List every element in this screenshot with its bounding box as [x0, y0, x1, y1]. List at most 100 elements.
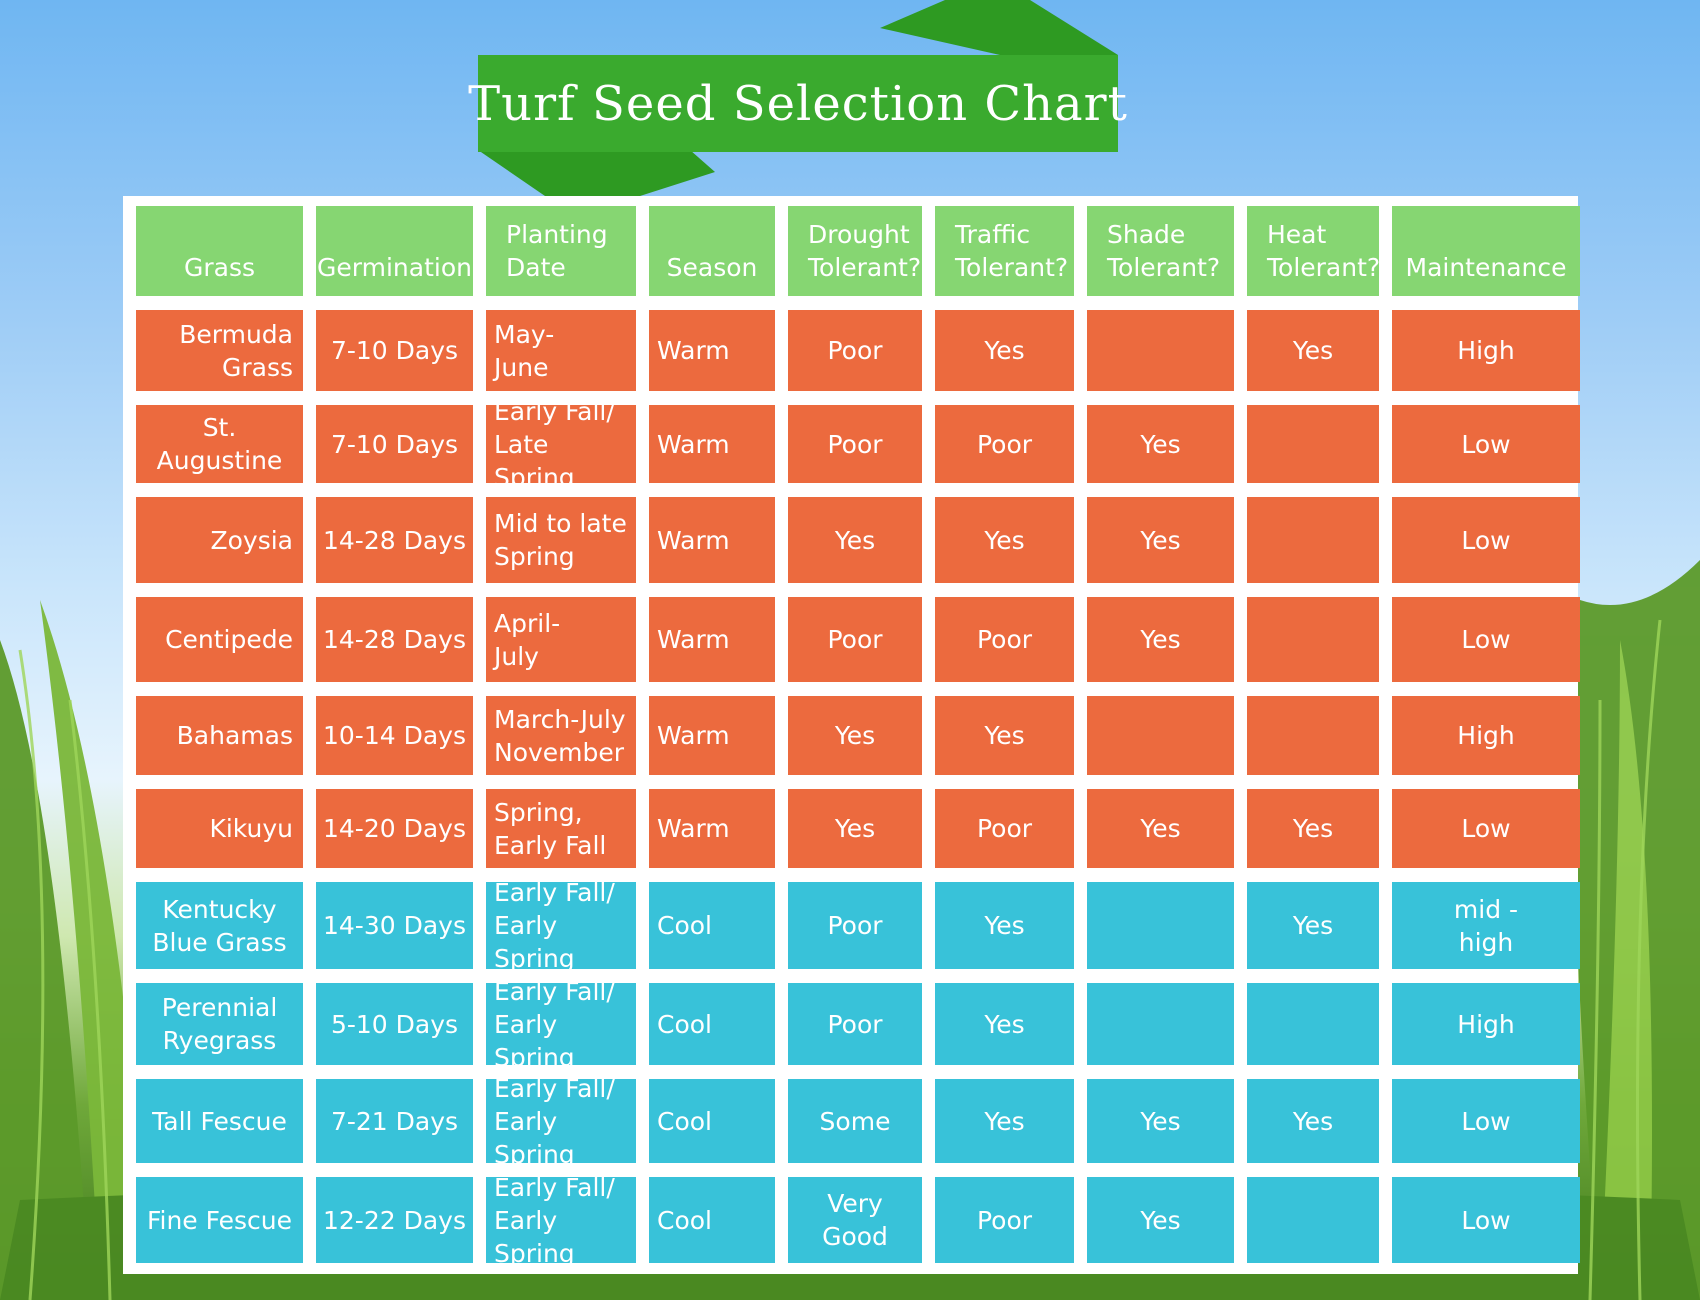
column-header-label: Grass	[183, 253, 256, 282]
cell-grass: St. Augustine	[136, 405, 303, 483]
cell-value: Yes	[834, 721, 876, 750]
cell-heat-tolerant	[1247, 497, 1379, 583]
cell-value: Early Fall/ Early Spring	[494, 1177, 615, 1263]
cell-value: Yes	[1140, 625, 1181, 654]
cell-maintenance: Low	[1392, 597, 1580, 682]
cell-grass: Fine Fescue	[136, 1177, 303, 1263]
cell-value: 14-28 Days	[323, 625, 466, 654]
cell-drought-tolerant: Yes	[788, 789, 922, 868]
cell-germination: 7-10 Days	[316, 310, 473, 391]
cell-value: April- July	[494, 608, 561, 671]
cell-grass: Kikuyu	[136, 789, 303, 868]
cell-season: Cool	[649, 882, 775, 969]
cell-value: Cool	[657, 911, 712, 940]
cell-value: High	[1457, 721, 1515, 750]
cell-grass: Zoysia	[136, 497, 303, 583]
turf-seed-table: Grass Germination Planting Date Season Droug…	[136, 206, 1580, 1268]
column-header-drought-tolerant: Drought Tolerant?	[788, 206, 922, 296]
cell-value: Poor	[976, 1205, 1033, 1235]
cell-germination: 7-21 Days	[316, 1079, 473, 1163]
cell-germination: 7-10 Days	[316, 405, 473, 483]
cell-shade-tolerant	[1087, 310, 1234, 391]
cell-drought-tolerant: Some	[788, 1079, 922, 1163]
cell-value: 7-10 Days	[330, 429, 459, 459]
cell-value: Yes	[984, 1009, 1025, 1039]
cell-traffic-tolerant: Yes	[935, 882, 1074, 969]
cell-value: 10-14 Days	[323, 721, 466, 750]
cell-season: Cool	[649, 983, 775, 1065]
cell-value: Early Fall/ Early Spring	[494, 983, 615, 1065]
cell-grass: Perennial Ryegrass	[136, 983, 303, 1065]
cell-value: 5-10 Days	[330, 1009, 459, 1039]
column-header-label: Germination	[317, 253, 472, 282]
cell-value: Centipede	[165, 625, 293, 654]
cell-value: Warm	[657, 525, 730, 555]
cell-planting-date: Spring, Early Fall	[486, 789, 636, 868]
cell-value: Yes	[984, 721, 1025, 750]
column-header-heat-tolerant: Heat Tolerant?	[1247, 206, 1379, 296]
cell-traffic-tolerant: Yes	[935, 983, 1074, 1065]
cell-grass: Bahamas	[136, 696, 303, 775]
cell-drought-tolerant: Poor	[788, 983, 922, 1065]
cell-heat-tolerant	[1247, 597, 1379, 682]
cell-value: Poor	[827, 336, 883, 365]
cell-season: Warm	[649, 696, 775, 775]
table-panel: Grass Germination Planting Date Season Droug…	[123, 196, 1580, 1274]
cell-shade-tolerant: Yes	[1087, 789, 1234, 868]
cell-value: Poor	[827, 429, 883, 459]
cell-heat-tolerant: Yes	[1247, 310, 1379, 391]
cell-planting-date: Mid to late Spring	[486, 497, 636, 583]
cell-value: 7-10 Days	[330, 336, 459, 365]
cell-maintenance: High	[1392, 983, 1580, 1065]
column-header-germination: Germination	[316, 206, 473, 296]
cell-maintenance: High	[1392, 696, 1580, 775]
cell-value: Very Good	[822, 1189, 888, 1251]
cell-maintenance: Low	[1392, 497, 1580, 583]
cell-value: Zoysia	[210, 525, 293, 555]
cell-heat-tolerant: Yes	[1247, 789, 1379, 868]
cell-maintenance: High	[1392, 310, 1580, 391]
column-header-planting-date: Planting Date	[486, 206, 636, 296]
cell-traffic-tolerant: Poor	[935, 789, 1074, 868]
cell-value: mid - high	[1453, 894, 1519, 957]
cell-shade-tolerant	[1087, 696, 1234, 775]
cell-value: Yes	[1292, 911, 1334, 940]
cell-germination: 14-28 Days	[316, 597, 473, 682]
cell-planting-date: Early Fall/ Early Spring	[486, 983, 636, 1065]
cell-value: Yes	[1140, 814, 1181, 843]
cell-value: Warm	[657, 721, 730, 750]
cell-value: Perennial Ryegrass	[161, 993, 278, 1055]
cell-value: May- June	[494, 319, 555, 382]
cell-value: Poor	[976, 625, 1033, 654]
cell-grass: Kentucky Blue Grass	[136, 882, 303, 969]
cell-drought-tolerant: Poor	[788, 405, 922, 483]
cell-value: Yes	[1140, 525, 1181, 555]
cell-value: Low	[1461, 429, 1511, 459]
cell-value: Bahamas	[176, 721, 293, 750]
cell-value: High	[1457, 336, 1515, 365]
cell-heat-tolerant	[1247, 405, 1379, 483]
cell-value: Low	[1461, 625, 1511, 654]
column-header-grass: Grass	[136, 206, 303, 296]
cell-value: 12-22 Days	[323, 1205, 466, 1235]
cell-value: Warm	[657, 336, 730, 365]
cell-value: Warm	[657, 625, 730, 654]
cell-maintenance: mid - high	[1392, 882, 1580, 969]
cell-value: Yes	[1292, 814, 1334, 843]
cell-value: Poor	[976, 814, 1033, 843]
cell-value: Low	[1461, 1106, 1511, 1136]
cell-traffic-tolerant: Yes	[935, 310, 1074, 391]
cell-planting-date: Early Fall/ Early Spring	[486, 1177, 636, 1263]
cell-season: Warm	[649, 405, 775, 483]
cell-shade-tolerant: Yes	[1087, 405, 1234, 483]
cell-value: Yes	[984, 336, 1025, 365]
cell-value: Cool	[657, 1106, 712, 1136]
cell-season: Warm	[649, 789, 775, 868]
cell-planting-date: March-July November	[486, 696, 636, 775]
title-banner	[478, 0, 1118, 196]
cell-value: Yes	[984, 525, 1025, 555]
cell-value: Early Fall/ Late Spring	[494, 405, 615, 483]
cell-planting-date: Early Fall/ Late Spring	[486, 405, 636, 483]
cell-germination: 14-30 Days	[316, 882, 473, 969]
cell-traffic-tolerant: Poor	[935, 1177, 1074, 1263]
